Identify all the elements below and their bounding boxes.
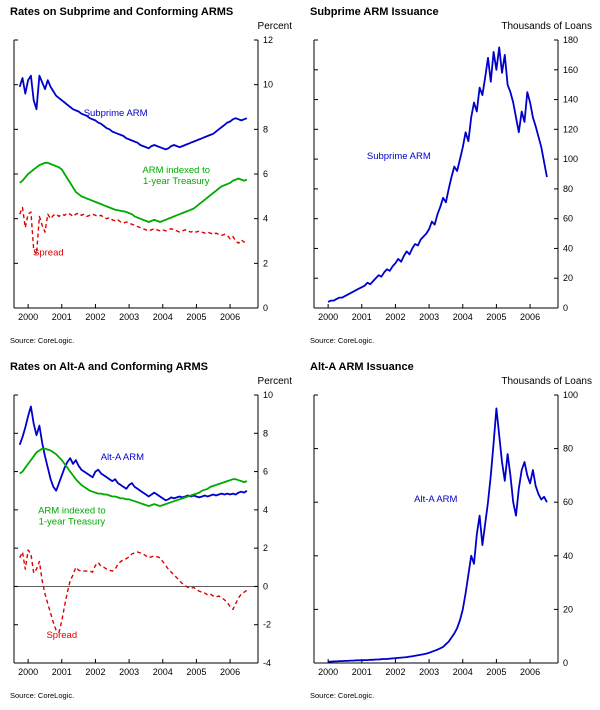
x-tick-label: 2004 [153,312,173,322]
x-tick-label: 2003 [419,667,439,677]
x-tick-label: 2002 [385,667,405,677]
x-tick-label: 2002 [385,312,405,322]
chart-title: Rates on Alt-A and Conforming ARMS [10,361,208,373]
source-note: Source: CoreLogic. [310,691,375,700]
y-tick-label: 120 [563,124,578,134]
series-label: Subprime ARM [367,151,431,162]
y-tick-label: 2 [263,258,268,268]
x-tick-label: 2006 [220,667,240,677]
y-tick-label: 0 [263,581,268,591]
y-tick-label: 0 [563,658,568,668]
chart-panel-subprime-rates: Rates on Subprime and Conforming ARMS Pe… [0,0,300,355]
x-tick-label: 2005 [186,312,206,322]
y-tick-label: 4 [263,214,268,224]
x-tick-label: 2001 [352,312,372,322]
y-axis-unit-label: Percent [257,21,292,32]
y-tick-label: 8 [263,428,268,438]
series-label: Spread [33,248,64,259]
y-tick-label: 10 [263,80,273,90]
series-label: ARM indexed to 1-year Treasury [38,506,106,528]
y-tick-label: 160 [563,65,578,75]
series-label: Alt-A ARM [414,494,457,505]
series-line-subprime-arm [327,46,548,303]
x-tick-label: 2002 [85,312,105,322]
chart-title: Rates on Subprime and Conforming ARMS [10,6,234,18]
y-tick-label: 10 [263,390,273,400]
series-line-spread [19,206,248,256]
chart-plot-subprime-issuance: 0 20 40 60 80 100 120 140 160 180 2000 2001 2002 2003… [313,35,578,322]
x-tick-label: 2004 [453,667,473,677]
y-tick-label: 6 [263,169,268,179]
series-line-arm-indexed-to-1-year-treasury [19,447,248,507]
y-axis-unit-label: Percent [257,376,292,387]
x-tick-label: 2000 [318,667,338,677]
y-tick-label: 8 [263,124,268,134]
y-tick-label: -2 [263,620,271,630]
series-line-arm-indexed-to-1-year-treasury [19,161,248,223]
x-tick-label: 2005 [486,312,506,322]
series-line-spread [19,549,248,634]
y-tick-label: 80 [563,184,573,194]
series-line-subprime-arm [18,74,248,151]
chart-panel-alta-issuance: Alt-A ARM Issuance Thousands of Loans 0 2… [300,355,600,710]
x-tick-label: 2003 [119,667,139,677]
y-tick-label: 140 [563,95,578,105]
series-label: Alt-A ARM [101,452,144,463]
x-tick-label: 2000 [318,312,338,322]
chart-panel-alta-rates: Rates on Alt-A and Conforming ARMS Perce… [0,355,300,710]
x-tick-label: 2001 [52,667,72,677]
x-tick-label: 2003 [419,312,439,322]
x-tick-label: 2001 [52,312,72,322]
x-tick-label: 2004 [153,667,173,677]
series-line-alt-a-arm [18,405,248,502]
x-tick-label: 2003 [119,312,139,322]
chart-panel-subprime-issuance: Subprime ARM Issuance Thousands of Loans… [300,0,600,355]
y-tick-label: 12 [263,35,273,45]
x-tick-label: 2002 [85,667,105,677]
y-tick-label: 4 [263,505,268,515]
x-tick-label: 2006 [520,667,540,677]
y-tick-label: 2 [263,543,268,553]
y-tick-label: 40 [563,551,573,561]
x-tick-label: 2005 [486,667,506,677]
y-tick-label: 60 [563,214,573,224]
series-label: Spread [46,630,77,641]
y-tick-label: 60 [563,497,573,507]
y-tick-label: 100 [563,390,578,400]
y-tick-label: 20 [563,604,573,614]
x-tick-label: 2000 [18,667,38,677]
chart-plot-alta-rates: -4 -2 0 2 4 6 8 10 2000 2001 2002 2003 2004 2005 2006 A… [13,390,273,677]
series-label: ARM indexed to 1-year Treasury [142,165,210,187]
chart-title: Subprime ARM Issuance [310,6,439,18]
y-tick-label: -4 [263,658,271,668]
source-note: Source: CoreLogic. [310,336,375,345]
x-tick-label: 2006 [520,312,540,322]
x-tick-label: 2004 [453,312,473,322]
y-tick-label: 40 [563,243,573,253]
series-label: Subprime ARM [84,108,148,119]
chart-plot-alta-issuance: 0 20 40 60 80 100 2000 2001 2002 2003 2004 2005 2006… [313,390,578,677]
y-tick-label: 180 [563,35,578,45]
source-note: Source: CoreLogic. [10,336,75,345]
series-line-alt-a-arm [328,407,548,663]
y-tick-label: 6 [263,467,268,477]
x-tick-label: 2000 [18,312,38,322]
y-tick-label: 100 [563,154,578,164]
y-axis-unit-label: Thousands of Loans [501,376,592,387]
x-tick-label: 2006 [220,312,240,322]
x-tick-label: 2005 [186,667,206,677]
source-note: Source: CoreLogic. [10,691,75,700]
y-axis-unit-label: Thousands of Loans [501,21,592,32]
y-tick-label: 0 [263,303,268,313]
y-tick-label: 80 [563,444,573,454]
x-tick-label: 2001 [352,667,372,677]
y-tick-label: 0 [563,303,568,313]
chart-title: Alt-A ARM Issuance [310,361,414,373]
y-tick-label: 20 [563,273,573,283]
chart-plot-subprime-rates: 0 2 4 6 8 10 12 2000 2001 2002 2003 2004 2005 2006 Sub… [13,35,273,322]
